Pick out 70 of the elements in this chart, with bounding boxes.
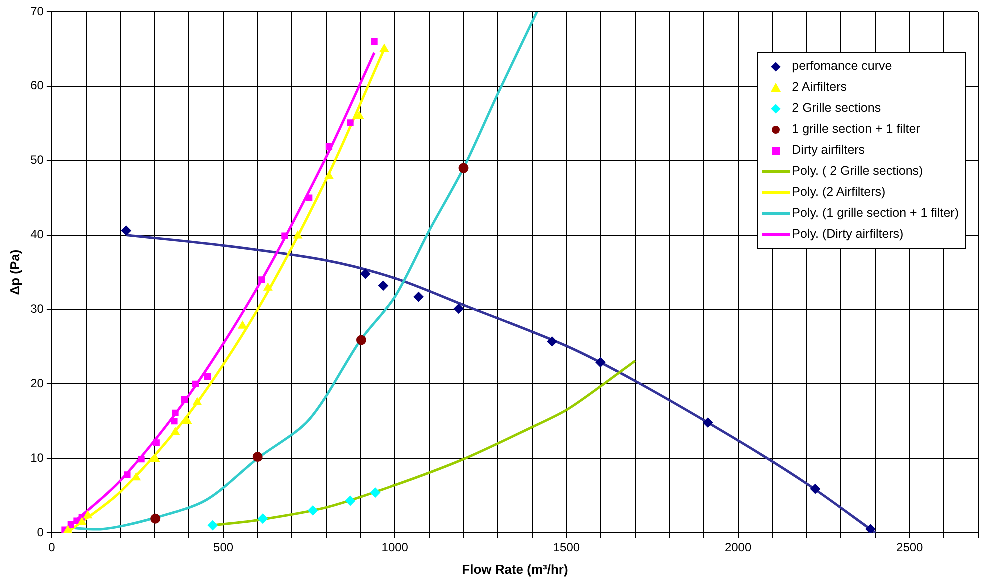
point: [346, 496, 356, 506]
point: [454, 304, 464, 314]
y-tick-label: 60: [30, 78, 44, 93]
point: [150, 514, 161, 524]
y-axis-title: Δp (Pa): [7, 250, 22, 296]
point: [238, 321, 248, 329]
point: [355, 111, 364, 119]
point: [181, 396, 188, 404]
point: [204, 373, 212, 380]
x-axis-title: Flow Rate (m³/hr): [462, 562, 568, 577]
point: [547, 336, 558, 347]
x-tick-label: 2500: [896, 540, 924, 555]
y-tick-label: 0: [37, 525, 44, 540]
point: [252, 452, 263, 462]
x-tick-label: 1000: [382, 540, 409, 555]
point: [193, 398, 202, 406]
point: [380, 44, 389, 52]
legend-label: Poly. ( 2 Grille sections): [792, 163, 924, 180]
y-tick-label: 40: [30, 228, 44, 242]
y-tick-label: 20: [30, 376, 44, 390]
point: [360, 268, 371, 279]
point: [183, 416, 192, 424]
legend-label: 2 Airfilters: [792, 79, 848, 96]
point: [121, 226, 132, 236]
legend-label: 1 grille section + 1 filter: [792, 121, 920, 138]
x-tick-label: 500: [214, 540, 234, 555]
legend-label: Poly. (Dirty airfilters): [792, 226, 904, 243]
point: [258, 514, 268, 524]
x-tick-label: 0: [48, 540, 56, 555]
point: [78, 518, 87, 526]
point: [324, 171, 334, 180]
legend-label: Poly. (2 Airfilters): [792, 184, 886, 201]
point: [84, 510, 92, 519]
point: [282, 232, 288, 240]
legend-label: Dirty airfilters: [792, 142, 866, 159]
point: [356, 335, 366, 346]
y-tick-label: 50: [30, 153, 44, 168]
y-tick-label: 70: [30, 4, 44, 18]
point: [703, 418, 714, 428]
point: [172, 410, 179, 416]
point: [153, 440, 160, 446]
point: [64, 526, 72, 533]
x-tick-label: 2000: [724, 540, 752, 555]
point: [264, 283, 273, 291]
legend-label: perfomance curve: [792, 58, 892, 75]
point: [458, 163, 469, 174]
point: [326, 143, 333, 150]
point: [596, 358, 606, 368]
y-tick-label: 10: [30, 450, 44, 465]
point: [192, 380, 200, 388]
legend-label: 2 Grille sections: [792, 100, 882, 117]
point: [866, 524, 876, 533]
point: [138, 456, 145, 463]
point: [370, 488, 381, 498]
point: [208, 520, 218, 531]
point: [810, 484, 820, 494]
point: [294, 231, 302, 239]
point: [258, 276, 266, 284]
y-tick-label: 30: [30, 302, 44, 316]
legend-label: Poly. (1 grille section + 1 filter): [792, 205, 959, 222]
point: [347, 120, 354, 126]
point: [308, 506, 318, 516]
point: [414, 292, 424, 302]
point: [378, 280, 388, 291]
point: [124, 472, 131, 478]
x-tick-label: 1500: [553, 540, 580, 555]
point: [371, 38, 378, 46]
point: [171, 418, 178, 425]
point: [171, 428, 180, 436]
point: [306, 194, 313, 202]
